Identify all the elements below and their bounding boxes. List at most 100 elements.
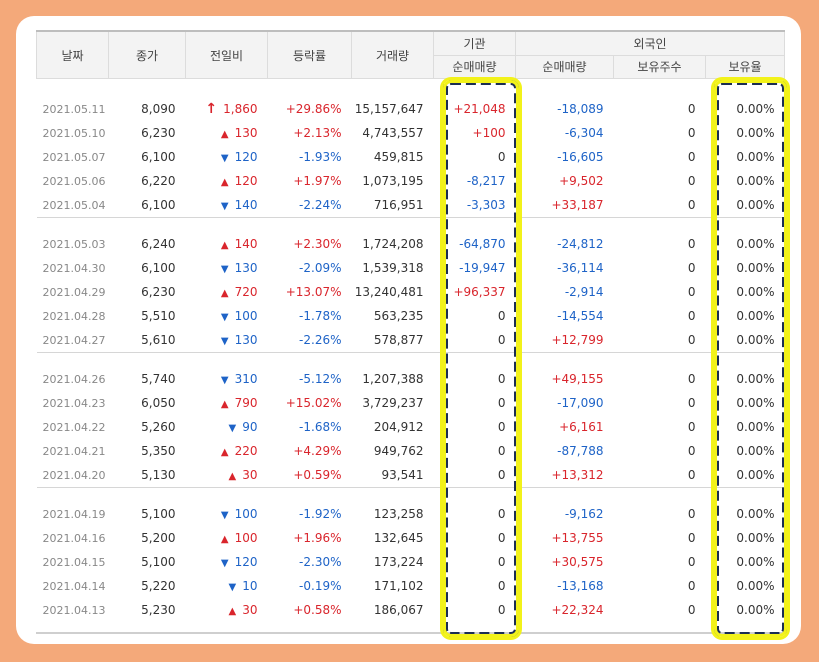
cell-foreign-holding: 0 (687, 150, 696, 164)
col-header-date: 날짜 (36, 30, 109, 79)
cell-volume: 15,157,647 (354, 102, 424, 116)
table-body: 2021.05.11 8,090 ↑ 1,860 +29.86% 15,157,647 +2… (36, 79, 785, 623)
cell-rate: +15.02% (285, 396, 342, 410)
cell-change: ▼ 100 (186, 502, 268, 526)
cell-volume: 1,207,388 (362, 372, 424, 386)
cell-foreign-ratio: 0.00% (736, 555, 775, 569)
cell-volume: 459,815 (373, 150, 424, 164)
cell-inst-net: 0 (497, 309, 506, 323)
cell-volume: 949,762 (373, 444, 424, 458)
cell-foreign-holding: 0 (687, 396, 696, 410)
table-row: 2021.04.30 6,100 ▼ 130 -2.09% 1,539,318 -19,94… (37, 256, 785, 280)
change-value: 100 (234, 507, 258, 521)
cell-foreign-holding: 0 (687, 555, 696, 569)
cell-rate: -2.26% (299, 333, 342, 347)
cell-change: ▼ 130 (186, 256, 268, 280)
change-value: 30 (242, 468, 258, 482)
cell-foreign-net: +33,187 (551, 198, 604, 212)
cell-foreign-ratio: 0.00% (736, 102, 775, 116)
cell-rate: +0.59% (293, 468, 342, 482)
table-row: 2021.04.16 5,200 ▲ 100 +1.96% 132,645 0 +13,755… (37, 526, 785, 550)
triangle-up-icon: ▲ (220, 240, 229, 251)
cell-volume: 1,073,195 (362, 174, 424, 188)
cell-foreign-net: -6,304 (564, 126, 604, 140)
cell-foreign-net: -16,605 (557, 150, 604, 164)
cell-inst-net: -19,947 (459, 261, 506, 275)
trading-trend-table: 날짜 종가 전일비 등락률 거래량 기관 외국인 순매매량 순매매량 보유주수 … (36, 30, 785, 622)
cell-date: 2021.04.22 (42, 420, 106, 434)
triangle-up-icon: ▲ (220, 129, 229, 140)
cell-close: 5,610 (141, 333, 176, 347)
separator-cell (36, 217, 785, 218)
change-value: 100 (234, 531, 258, 545)
cell-change: ▼ 120 (186, 145, 268, 169)
cell-foreign-net: +13,755 (551, 531, 604, 545)
cell-close: 8,090 (141, 102, 176, 116)
cell-inst-net: +100 (472, 126, 506, 140)
cell-foreign-holding: 0 (687, 126, 696, 140)
cell-close: 5,220 (141, 579, 176, 593)
cell-foreign-holding: 0 (687, 603, 696, 617)
cell-foreign-holding: 0 (687, 237, 696, 251)
cell-change: ▼ 10 (186, 574, 268, 598)
change-value: 120 (234, 150, 258, 164)
cell-volume: 13,240,481 (354, 285, 424, 299)
table-row: 2021.05.10 6,230 ▲ 130 +2.13% 4,743,557 +100 -6… (37, 121, 785, 145)
col-header-foreign: 외국인 (515, 30, 785, 56)
cell-foreign-ratio: 0.00% (736, 372, 775, 386)
cell-inst-net: 0 (497, 396, 506, 410)
cell-foreign-net: -2,914 (564, 285, 604, 299)
cell-change: ▲ 120 (186, 169, 268, 193)
cell-foreign-net: +49,155 (551, 372, 604, 386)
cell-foreign-ratio: 0.00% (736, 507, 775, 521)
col-header-change: 전일비 (185, 30, 268, 79)
cell-close: 6,230 (141, 126, 176, 140)
cell-volume: 3,729,237 (362, 396, 424, 410)
spacer-cell (37, 488, 785, 502)
col-header-institution: 기관 (433, 30, 516, 56)
cell-close: 6,100 (141, 198, 176, 212)
change-value: 100 (234, 309, 258, 323)
cell-foreign-net: -14,554 (557, 309, 604, 323)
table-row: 2021.04.15 5,100 ▼ 120 -2.30% 173,224 0 +30,575… (37, 550, 785, 574)
cell-change: ▼ 140 (186, 193, 268, 218)
change-value: 130 (234, 333, 258, 347)
cell-foreign-net: +6,161 (559, 420, 604, 434)
table-row: 2021.04.21 5,350 ▲ 220 +4.29% 949,762 0 -87,788… (37, 439, 785, 463)
cell-change: ▲ 130 (186, 121, 268, 145)
cell-date: 2021.04.16 (42, 531, 106, 545)
col-header-foreign-ratio: 보유율 (705, 54, 785, 79)
highlight-foreign-ratio-column (714, 80, 787, 637)
cell-foreign-net: -13,168 (557, 579, 604, 593)
cell-volume: 173,224 (373, 555, 424, 569)
cell-volume: 186,067 (373, 603, 424, 617)
table-bottom-border (36, 632, 784, 634)
cell-volume: 716,951 (373, 198, 424, 212)
cell-inst-net: -64,870 (459, 237, 506, 251)
cell-close: 5,260 (141, 420, 176, 434)
cell-foreign-holding: 0 (687, 285, 696, 299)
col-header-close: 종가 (108, 30, 186, 79)
triangle-down-icon: ▼ (220, 201, 229, 212)
cell-inst-net: 0 (497, 333, 506, 347)
cell-date: 2021.04.21 (42, 444, 106, 458)
cell-foreign-ratio: 0.00% (736, 126, 775, 140)
cell-close: 5,740 (141, 372, 176, 386)
cell-inst-net: 0 (497, 372, 506, 386)
cell-volume: 1,539,318 (362, 261, 424, 275)
cell-date: 2021.04.20 (42, 468, 106, 482)
cell-date: 2021.04.13 (42, 603, 106, 617)
cell-date: 2021.04.29 (42, 285, 106, 299)
cell-change: ▼ 310 (186, 367, 268, 391)
cell-rate: +29.86% (285, 102, 342, 116)
cell-volume: 171,102 (373, 579, 424, 593)
cell-foreign-ratio: 0.00% (736, 531, 775, 545)
cell-rate: -2.09% (299, 261, 342, 275)
cell-rate: +1.96% (293, 531, 342, 545)
cell-foreign-net: -87,788 (557, 444, 604, 458)
cell-date: 2021.05.07 (42, 150, 106, 164)
cell-volume: 123,258 (373, 507, 424, 521)
cell-foreign-holding: 0 (687, 507, 696, 521)
cell-close: 6,100 (141, 150, 176, 164)
col-header-volume: 거래량 (351, 30, 434, 79)
